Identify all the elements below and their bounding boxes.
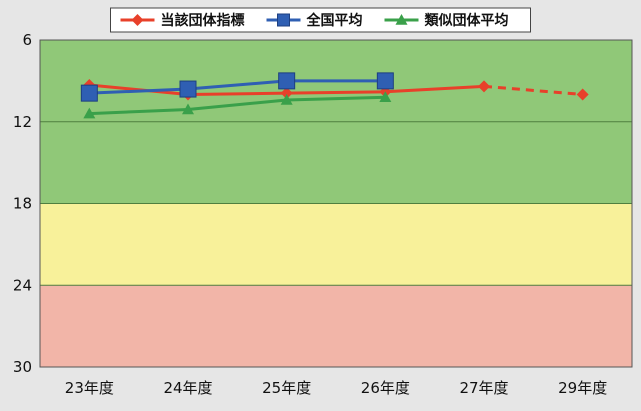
series-2-point-3 — [379, 91, 392, 103]
series-2-segment-2 — [286, 95, 386, 102]
x-tick-3: 26年度 — [361, 379, 410, 397]
x-tick-2: 25年度 — [262, 379, 311, 397]
legend-label-1: 全国平均 — [306, 12, 363, 29]
y-tick-12: 12 — [13, 113, 32, 131]
legend-item-2: 類似団体平均 — [384, 12, 509, 29]
legend-swatch-marker-0 — [131, 14, 144, 26]
legend-swatch-marker-2 — [395, 14, 408, 25]
series-2-point-1 — [182, 103, 194, 115]
x-tick-1: 24年度 — [163, 379, 212, 397]
series-0-segment-3 — [385, 84, 485, 94]
legend: 当該団体指標 全国平均 類似団体平均 — [110, 7, 531, 33]
series-0-segment-1 — [187, 91, 287, 96]
y-tick-18: 18 — [13, 195, 32, 213]
legend-swatch-marker-1 — [277, 13, 290, 27]
series-2 — [83, 91, 392, 119]
series-1-segment-1 — [187, 79, 287, 91]
band-1 — [40, 203, 632, 286]
x-tick-0: 23年度 — [65, 379, 114, 397]
legend-label-0: 当該団体指標 — [161, 12, 245, 29]
y-tick-30: 30 — [13, 358, 32, 376]
band-2 — [40, 285, 632, 367]
legend-label-2: 類似団体平均 — [424, 12, 509, 29]
series-1-segment-0 — [89, 87, 189, 95]
x-axis-ticks: 23年度 24年度 25年度 26年度 27年度 29年度 — [65, 379, 607, 397]
series-0-point-4 — [478, 80, 490, 93]
series-0-segment-4 — [483, 84, 583, 96]
series-1-point-1 — [179, 80, 197, 98]
series-2-segment-1 — [187, 98, 287, 111]
series-group — [80, 72, 589, 119]
series-1-point-0 — [80, 84, 98, 102]
y-tick-6: 6 — [22, 31, 32, 49]
series-1-point-3 — [376, 72, 394, 90]
y-axis-ticks: 6 12 18 24 30 — [13, 31, 32, 376]
series-2-point-2 — [280, 93, 293, 105]
series-0-segment-2 — [286, 90, 386, 95]
legend-item-1: 全国平均 — [266, 12, 363, 29]
series-1 — [80, 72, 394, 102]
x-tick-5: 29年度 — [558, 379, 607, 397]
legend-box — [110, 7, 531, 33]
series-2-segment-0 — [89, 107, 189, 116]
legend-item-0: 当該団体指標 — [120, 12, 245, 29]
x-tick-4: 27年度 — [459, 379, 508, 397]
series-0-point-5 — [576, 88, 589, 101]
series-0-point-2 — [280, 87, 293, 100]
series-1-point-2 — [278, 72, 296, 90]
grid-lines — [40, 121, 632, 286]
y-tick-24: 24 — [13, 276, 32, 294]
series-2-point-0 — [83, 107, 96, 119]
plot-frame — [39, 39, 633, 368]
